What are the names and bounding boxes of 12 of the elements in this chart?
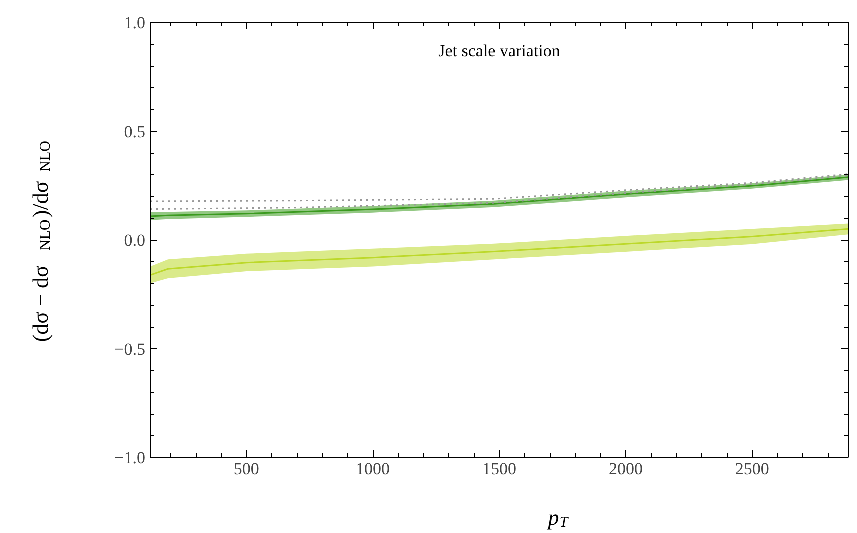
y-tick-label: 1.0 xyxy=(124,14,146,32)
x-tick-label: 1500 xyxy=(482,460,516,478)
y-tick-label: −1.0 xyxy=(114,448,146,468)
text: Jet scale variation xyxy=(438,42,561,60)
x-tick-label: 2500 xyxy=(735,460,770,478)
y-tick-label: 0.5 xyxy=(124,122,146,142)
y-tick-label: −0.5 xyxy=(114,340,146,359)
x-tick-label: 2000 xyxy=(608,460,643,478)
x-tick-label: 500 xyxy=(234,460,260,478)
x-tick-label: 1000 xyxy=(356,460,390,478)
y-tick-label: 0.0 xyxy=(124,231,146,250)
y-axis-title: (dσ − dσNLO)/dσNLO xyxy=(28,140,54,342)
